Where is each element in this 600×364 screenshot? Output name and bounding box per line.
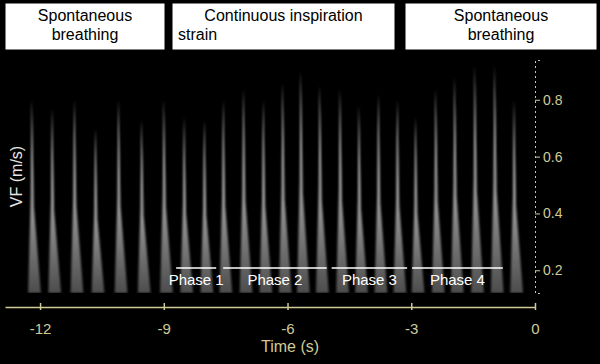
section-label: Spontaneous — [454, 7, 548, 24]
y-tick: 0.8 — [535, 92, 563, 108]
velocity-spike — [394, 100, 407, 293]
x-tick-mark — [535, 303, 537, 310]
section-box — [5, 3, 165, 50]
y-tick-label: 0.2 — [543, 262, 563, 278]
y-tick-mark — [535, 100, 540, 101]
velocity-spike — [471, 66, 484, 293]
velocity-spike — [355, 105, 368, 293]
velocity-spike — [115, 100, 128, 293]
phase-span — [223, 267, 327, 269]
velocity-spike — [316, 86, 329, 293]
x-tick: -3 — [405, 303, 418, 337]
x-tick-label: -3 — [405, 320, 418, 337]
y-tick-mark — [535, 157, 540, 158]
velocity-spike — [297, 71, 310, 293]
velocity-spike — [71, 100, 84, 293]
section-header: Spontaneous breathing — [405, 3, 597, 50]
x-tick-label: 0 — [531, 320, 539, 337]
x-tick-mark — [411, 303, 413, 310]
velocity-spike — [491, 66, 504, 293]
x-tick: -12 — [30, 303, 52, 337]
phase-span — [332, 267, 407, 269]
x-tick-label: -9 — [158, 320, 171, 337]
velocity-spike — [48, 108, 61, 293]
velocity-spike — [510, 100, 523, 293]
y-tick-label: 0.6 — [543, 149, 563, 165]
x-axis-line — [6, 307, 536, 309]
x-tick-label: -6 — [281, 320, 294, 337]
x-tick-mark — [164, 303, 166, 310]
phase-label: Phase 3 — [342, 271, 397, 288]
x-tick: 0 — [531, 303, 539, 337]
phase-label: Phase 1 — [169, 271, 224, 288]
section-label: breathing — [468, 26, 535, 43]
phase-label: Phase 2 — [247, 271, 302, 288]
velocity-spike — [412, 117, 425, 293]
velocity-spike — [201, 120, 214, 293]
section-label: strain — [178, 26, 217, 43]
y-tick: 0.2 — [535, 262, 563, 278]
velocity-spike — [219, 100, 232, 293]
section-box — [405, 3, 597, 50]
section-label: breathing — [52, 26, 119, 43]
section-label: Spontaneous — [38, 7, 132, 24]
velocity-spike — [336, 88, 349, 293]
phase-span — [176, 267, 216, 269]
section-label: Continuous inspiration — [204, 7, 362, 24]
phase-label: Phase 4 — [430, 271, 485, 288]
y-axis-line — [536, 61, 541, 294]
background — [0, 0, 600, 364]
x-tick-mark — [40, 303, 42, 310]
y-tick-label: 0.8 — [543, 92, 563, 108]
y-tick-mark — [535, 270, 540, 271]
velocity-spike — [160, 100, 173, 293]
x-axis: -12 -9 -6 -3 0 — [6, 303, 540, 337]
velocity-spike — [240, 88, 253, 293]
plot-area — [28, 66, 523, 293]
section-box — [172, 3, 395, 50]
phase-span — [412, 267, 503, 269]
velocity-spike — [28, 100, 41, 293]
velocity-spike — [432, 88, 445, 293]
velocity-spike — [259, 100, 272, 293]
velocity-spike — [138, 120, 151, 293]
y-axis-title: VF (m/s) — [8, 146, 25, 207]
x-tick-label: -12 — [30, 320, 52, 337]
velocity-spike — [279, 83, 292, 293]
x-tick: -9 — [158, 303, 171, 337]
chart: Spontaneous breathing Continuous inspirati… — [0, 0, 600, 364]
velocity-spike — [180, 117, 193, 293]
y-tick-mark — [535, 213, 540, 214]
y-tick: 0.4 — [535, 205, 563, 221]
x-tick-mark — [287, 303, 289, 310]
x-axis-title: Time (s) — [261, 338, 319, 355]
velocity-spike — [451, 77, 464, 293]
y-axis: 0.2 0.4 0.6 0.8 — [535, 61, 563, 294]
velocity-spike — [92, 128, 105, 293]
y-tick: 0.6 — [535, 149, 563, 165]
x-tick: -6 — [281, 303, 294, 337]
velocity-spike — [375, 94, 388, 293]
phases: Phase 1 Phase 2 Phase 3 Phase 4 — [169, 268, 503, 288]
y-tick-label: 0.4 — [543, 205, 563, 221]
section-header: Continuous inspiration strain — [172, 3, 395, 50]
section-header: Spontaneous breathing — [5, 3, 165, 50]
